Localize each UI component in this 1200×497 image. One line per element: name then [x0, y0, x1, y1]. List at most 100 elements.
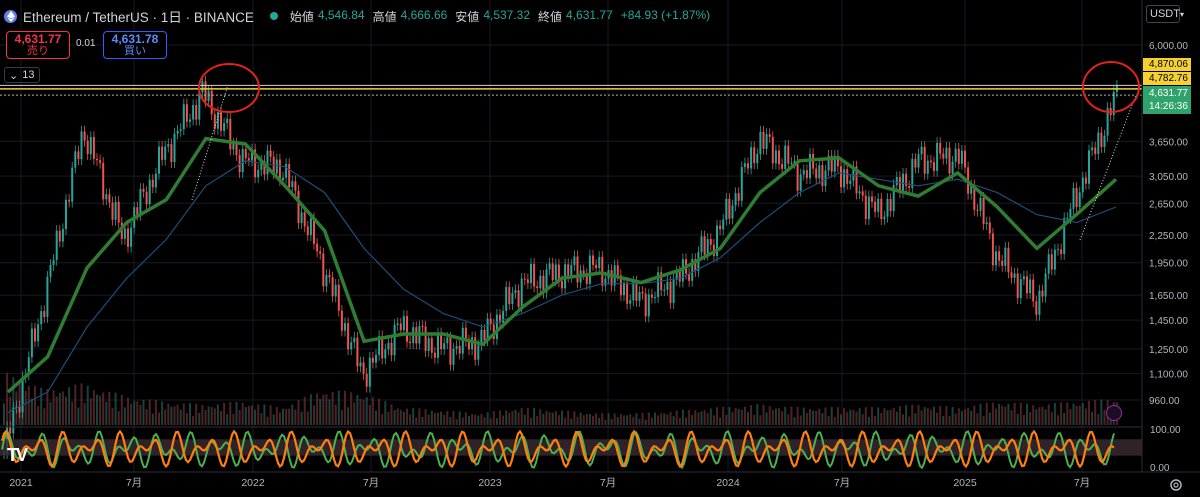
volume-bar	[610, 418, 613, 425]
candle-body	[464, 327, 467, 341]
volume-bar	[309, 394, 312, 425]
volume-bar	[861, 414, 864, 425]
candle-body	[257, 169, 260, 178]
volume-bar	[619, 414, 622, 425]
candle-body	[458, 345, 461, 354]
candle-body	[130, 227, 133, 247]
candle-body	[964, 150, 966, 168]
candle-body	[1041, 290, 1044, 297]
volume-bar	[1035, 409, 1038, 425]
candle-body	[836, 155, 839, 167]
candle-body	[229, 118, 232, 150]
candle-body	[1094, 147, 1097, 155]
candle-body	[1035, 301, 1038, 315]
volume-bar	[573, 411, 576, 425]
candle-body	[331, 277, 334, 297]
candle-body	[747, 163, 749, 169]
candle-body	[384, 349, 387, 359]
sell-button[interactable]: 4,631.77 売り	[6, 31, 70, 59]
candle-body	[201, 81, 204, 93]
candle-body	[973, 185, 976, 210]
price-tick-label: 4,870.06	[1149, 59, 1188, 70]
price-label-bg	[1143, 86, 1191, 114]
volume-bar	[328, 399, 331, 425]
candle-body	[1044, 273, 1047, 297]
candle-body	[920, 146, 923, 155]
volume-bar	[719, 417, 722, 425]
volume-bar	[802, 407, 805, 425]
candle-body	[244, 149, 247, 159]
volume-bar	[111, 407, 114, 425]
volume-bar	[1022, 414, 1025, 425]
volume-bar	[55, 396, 58, 425]
candle-body	[554, 264, 557, 281]
volume-bar	[325, 394, 328, 425]
candle-body	[858, 191, 861, 194]
candle-body	[340, 310, 343, 331]
candle-body	[1022, 276, 1025, 280]
candle-body	[688, 273, 691, 281]
volume-bar	[49, 402, 52, 425]
volume-bar	[269, 405, 272, 425]
volume-bar	[83, 402, 86, 425]
candle-body	[49, 264, 52, 277]
candle-body	[238, 155, 241, 173]
gear-icon[interactable]	[1168, 477, 1184, 493]
volume-bar	[384, 401, 387, 425]
volume-bar	[381, 414, 384, 425]
buy-button[interactable]: 4,631.78 買い	[103, 31, 167, 59]
candle-body	[1001, 260, 1004, 266]
candle-body	[951, 161, 954, 174]
candle-body	[542, 275, 545, 293]
candle-body	[235, 143, 238, 156]
symbol-title[interactable]: Ethereum / TetherUS · 1日 · BINANCE	[23, 10, 254, 25]
volume-bar	[275, 406, 278, 425]
volume-bar	[753, 414, 756, 425]
currency-select[interactable]: USDT ▾	[1146, 5, 1184, 23]
candle-body	[561, 281, 563, 289]
indicators-collapse-button[interactable]: ⌄ 13	[4, 67, 40, 83]
candle-body	[114, 201, 117, 220]
open-value: 4,546.84	[317, 7, 365, 22]
volume-bar	[756, 404, 759, 425]
candle-body	[867, 196, 870, 219]
candle-body	[390, 342, 393, 356]
candle-body	[641, 292, 644, 294]
volume-bar	[371, 397, 374, 425]
volume-bar	[895, 411, 898, 425]
volume-bar	[939, 406, 942, 425]
candle-body	[985, 222, 988, 225]
volume-bar	[663, 413, 666, 425]
volume-bar	[697, 412, 700, 425]
candle-body	[1100, 132, 1103, 147]
volume-bar	[300, 411, 303, 425]
volume-bar	[812, 410, 815, 425]
volume-bar	[1097, 413, 1100, 425]
volume-bar	[604, 419, 607, 425]
volume-bar	[877, 407, 880, 425]
candle-body	[226, 118, 229, 124]
candle-body	[616, 265, 619, 276]
volume-bar	[120, 394, 123, 425]
volume-bar	[362, 399, 365, 425]
candle-body	[499, 314, 501, 323]
volume-bar	[291, 404, 294, 425]
volume-bar	[561, 410, 563, 425]
volume-bar	[303, 396, 306, 425]
time-tick-label: 7月	[363, 477, 379, 489]
volume-bar	[99, 395, 102, 425]
volume-bar	[232, 413, 235, 425]
volume-bar	[471, 413, 474, 425]
candle-body	[247, 158, 250, 161]
candle-body	[796, 160, 799, 191]
highlight-circle	[1082, 61, 1140, 113]
volume-bar	[68, 387, 71, 425]
volume-bar	[840, 414, 842, 425]
candle-body	[89, 137, 92, 155]
volume-bar	[443, 414, 446, 425]
volume-bar	[830, 407, 833, 425]
candle-body	[883, 216, 886, 220]
volume-bar	[765, 412, 768, 425]
flash-alert-icon[interactable]	[1106, 405, 1122, 421]
